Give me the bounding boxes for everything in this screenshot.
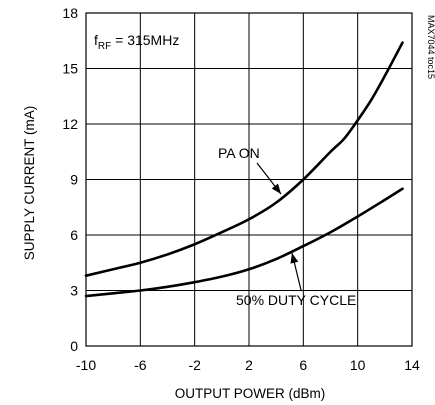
x-tick-label: 2 bbox=[245, 357, 253, 373]
x-tick-label: -6 bbox=[134, 357, 147, 373]
y-tick-label: 3 bbox=[70, 283, 78, 299]
plot-frame bbox=[85, 12, 413, 347]
series-line-pa-on bbox=[84, 41, 404, 277]
y-tick-label: 12 bbox=[62, 116, 78, 132]
y-tick-label: 0 bbox=[70, 338, 78, 354]
y-axis-label: SUPPLY CURRENT (mA) bbox=[22, 106, 37, 261]
x-tick-label: 6 bbox=[299, 357, 307, 373]
annotation-arrows bbox=[256, 162, 302, 291]
side-figure-label: MAX7044 toc15 bbox=[426, 15, 435, 79]
series-label-pa-on: PA ON bbox=[218, 145, 260, 161]
y-tick-label: 18 bbox=[62, 5, 78, 21]
y-tick-labels: 0 3 6 9 12 15 18 bbox=[62, 5, 78, 354]
series-line-50-duty-cycle bbox=[84, 187, 404, 298]
x-tick-label: 14 bbox=[404, 357, 420, 373]
x-tick-labels: -10 -6 -2 2 6 10 14 bbox=[76, 357, 420, 373]
pa-on-arrow-head bbox=[271, 183, 281, 194]
x-axis-label: OUTPUT POWER (dBm) bbox=[175, 386, 326, 401]
duty-cycle-arrow-head bbox=[290, 253, 299, 264]
y-tick-label: 6 bbox=[70, 227, 78, 243]
y-tick-label: 9 bbox=[70, 172, 78, 188]
x-tick-label: -2 bbox=[188, 357, 201, 373]
x-tick-label: -10 bbox=[76, 357, 96, 373]
condition-label: fRF = 315MHz bbox=[94, 32, 179, 52]
series-label-duty-cycle: 50% DUTY CYCLE bbox=[236, 292, 356, 308]
series-lines bbox=[84, 41, 404, 298]
x-tick-label: 10 bbox=[350, 357, 366, 373]
y-tick-label: 15 bbox=[62, 61, 78, 77]
